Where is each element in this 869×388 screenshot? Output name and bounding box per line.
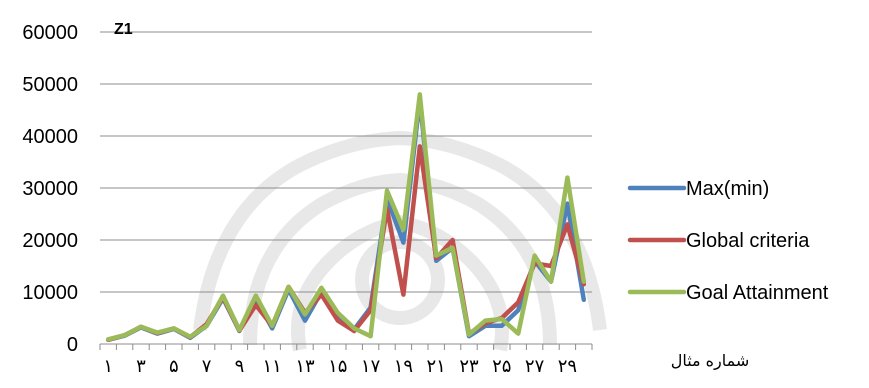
- legend: Max(min) Global criteria Goal Attainment: [627, 178, 829, 304]
- x-tick-label: ١٩: [394, 356, 413, 377]
- y-tick-label: 60000: [22, 22, 78, 44]
- x-tick-label: ٢۵: [492, 356, 511, 377]
- y-tick-label: 40000: [22, 126, 78, 148]
- x-tick-label: ٢٣: [459, 356, 479, 377]
- y-tick-label: 30000: [22, 178, 78, 200]
- x-tick-label: ١١: [263, 356, 282, 377]
- x-tick-label: ٩: [235, 356, 245, 377]
- y-tick-label: 0: [67, 334, 78, 356]
- legend-label: Goal Attainment: [686, 282, 829, 304]
- legend-label: Max(min): [686, 178, 769, 200]
- x-tick-label: ٢٩: [558, 356, 577, 377]
- y-tick-label: 20000: [22, 230, 78, 252]
- series-line-goal-attainment: [105, 92, 587, 342]
- y-tick-label: 50000: [22, 74, 78, 96]
- y-tick-label: 10000: [22, 282, 78, 304]
- x-tick-label: ١۵: [328, 356, 347, 377]
- x-tick-label: ۵: [169, 356, 179, 377]
- watermark-emblem: [193, 130, 607, 352]
- x-tick-label: ١: [103, 356, 113, 377]
- x-tick-label: ٢١: [427, 356, 446, 377]
- x-tick-label: ١٧: [361, 356, 381, 377]
- x-axis-label: شماره مثال: [671, 351, 750, 371]
- chart-title: Z1: [114, 21, 133, 38]
- x-tick-label: ١٣: [295, 356, 315, 377]
- legend-label: Global criteria: [686, 230, 810, 252]
- x-tick-label: ٣: [136, 356, 146, 377]
- x-tick-label: ٢٧: [525, 356, 545, 377]
- x-tick-label: ٧: [202, 356, 212, 377]
